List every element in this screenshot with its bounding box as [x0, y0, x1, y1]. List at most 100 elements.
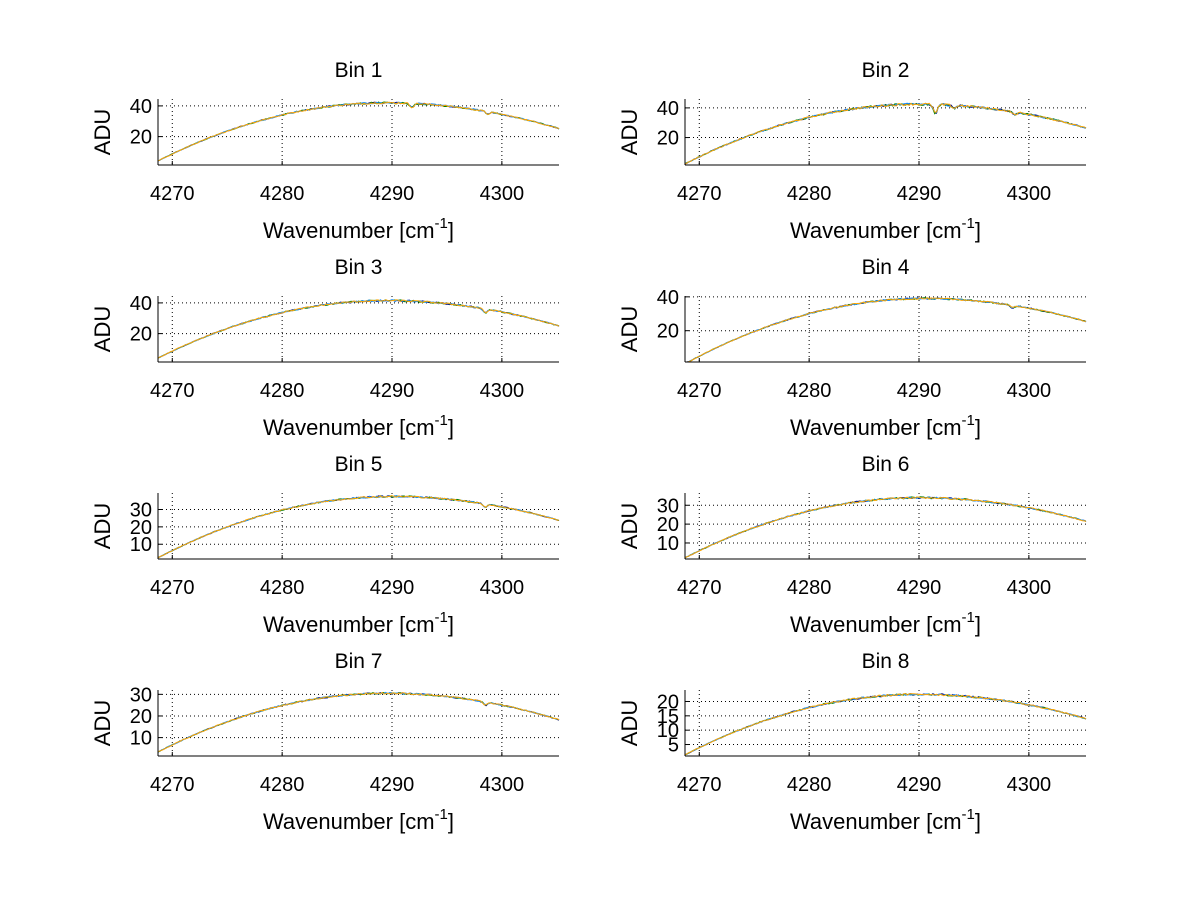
x-axis-label-text: Wavenumber [cm — [790, 809, 962, 834]
x-axis-label: Wavenumber [cm-1] — [263, 806, 454, 834]
subplot-bin-2: Bin 2 4270 4280 4290 4300 20 40 ADU Wavenumber [… — [617, 59, 1087, 243]
y-axis-label: ADU — [617, 503, 642, 549]
x-tick-label: 4290 — [370, 183, 415, 205]
series-line-s4 — [685, 297, 1086, 363]
series-line-s4 — [157, 691, 560, 753]
y-tick-label: 15 — [657, 706, 679, 728]
x-axis-label-superscript: -1 — [962, 806, 975, 823]
x-tick-label: 4280 — [787, 774, 832, 796]
series-line-s4 — [157, 299, 560, 359]
x-tick-label: 4300 — [1007, 380, 1052, 402]
x-tick-label: 4280 — [787, 577, 832, 599]
y-tick-label: 10 — [130, 728, 152, 750]
y-tick-label: 40 — [130, 293, 152, 315]
x-tick-label: 4270 — [677, 183, 722, 205]
series-line-s1 — [157, 692, 560, 753]
x-tick-label: 4290 — [897, 183, 942, 205]
y-tick-label: 10 — [657, 720, 679, 742]
x-tick-label: 4280 — [260, 774, 305, 796]
y-tick-label: 20 — [130, 127, 152, 149]
y-tick-label: 20 — [657, 128, 679, 150]
x-tick-label: 4300 — [1007, 577, 1052, 599]
x-axis-label-superscript: -1 — [962, 412, 975, 429]
x-axis-label-bracket: ] — [448, 612, 454, 637]
x-tick-label: 4290 — [370, 380, 415, 402]
subplot-title: Bin 6 — [862, 453, 910, 476]
subplot-title: Bin 4 — [862, 256, 910, 279]
x-axis-label-bracket: ] — [975, 612, 981, 637]
x-tick-label: 4270 — [150, 380, 195, 402]
series-line-s3 — [684, 693, 1087, 756]
x-axis-label-text: Wavenumber [cm — [790, 612, 962, 637]
x-tick-label: 4270 — [677, 380, 722, 402]
series-line-s3 — [684, 496, 1087, 559]
y-tick-label: 20 — [657, 691, 679, 713]
y-tick-label: 20 — [130, 517, 152, 539]
x-axis-label-superscript: -1 — [962, 215, 975, 232]
series-line-s4 — [157, 101, 560, 162]
x-tick-label: 4290 — [897, 577, 942, 599]
y-tick-label: 20 — [130, 706, 152, 728]
y-axis-label: ADU — [90, 503, 115, 549]
subplot-title: Bin 7 — [335, 650, 383, 673]
x-axis-label-superscript: -1 — [435, 609, 448, 626]
x-tick-label: 4290 — [897, 380, 942, 402]
y-tick-label: 10 — [657, 533, 679, 555]
series-line-s3 — [157, 299, 560, 359]
series-line-s2 — [157, 101, 560, 162]
x-axis-label-text: Wavenumber [cm — [263, 809, 435, 834]
y-tick-label: 40 — [130, 96, 152, 118]
series-line-s2 — [684, 496, 1087, 559]
series-line-s1 — [684, 102, 1087, 165]
x-axis-label-text: Wavenumber [cm — [790, 415, 962, 440]
x-axis-label-text: Wavenumber [cm — [263, 218, 435, 243]
x-tick-label: 4300 — [480, 774, 525, 796]
x-tick-label: 4300 — [480, 577, 525, 599]
series-line-s2 — [684, 102, 1087, 165]
series-line-s2 — [157, 692, 560, 753]
x-axis-label-text: Wavenumber [cm — [263, 415, 435, 440]
series-line-s2 — [684, 693, 1087, 756]
x-axis-label: Wavenumber [cm-1] — [790, 806, 981, 834]
x-axis-label-bracket: ] — [448, 218, 454, 243]
subplot-bin-3: Bin 3 4270 4280 4290 4300 20 40 ADU Wavenumber [… — [90, 256, 560, 440]
x-tick-label: 4280 — [260, 183, 305, 205]
y-tick-label: 30 — [657, 495, 679, 517]
x-tick-label: 4270 — [150, 183, 195, 205]
x-axis-label: Wavenumber [cm-1] — [263, 412, 454, 440]
subplot-title: Bin 1 — [335, 59, 383, 82]
x-tick-label: 4280 — [787, 183, 832, 205]
series-line-s1 — [157, 299, 560, 359]
x-axis-label-bracket: ] — [448, 809, 454, 834]
series-line-s4 — [684, 693, 1087, 756]
x-axis-label-superscript: -1 — [435, 412, 448, 429]
x-axis-label: Wavenumber [cm-1] — [790, 215, 981, 243]
x-tick-label: 4270 — [150, 774, 195, 796]
x-tick-label: 4280 — [787, 380, 832, 402]
subplot-title: Bin 8 — [862, 650, 910, 673]
x-tick-label: 4290 — [370, 774, 415, 796]
y-tick-label: 40 — [657, 98, 679, 120]
subplot-title: Bin 3 — [335, 256, 383, 279]
x-axis-label-bracket: ] — [975, 415, 981, 440]
series-line-s4 — [157, 495, 560, 559]
y-tick-label: 5 — [668, 735, 679, 757]
x-axis-label-bracket: ] — [975, 218, 981, 243]
subplot-bin-4: Bin 4 4270 4280 4290 4300 20 40 ADU Wavenumber [… — [617, 256, 1087, 440]
x-tick-label: 4290 — [370, 577, 415, 599]
x-tick-label: 4270 — [150, 577, 195, 599]
y-tick-label: 30 — [130, 500, 152, 522]
series-line-s3 — [157, 691, 560, 753]
series-line-s1 — [684, 693, 1087, 756]
y-axis-label: ADU — [617, 109, 642, 155]
x-tick-label: 4300 — [1007, 183, 1052, 205]
y-tick-label: 20 — [657, 514, 679, 536]
series-line-s3 — [684, 102, 1087, 165]
y-axis-label: ADU — [90, 109, 115, 155]
x-tick-label: 4300 — [1007, 774, 1052, 796]
x-axis-label: Wavenumber [cm-1] — [790, 412, 981, 440]
x-axis-label-bracket: ] — [448, 415, 454, 440]
